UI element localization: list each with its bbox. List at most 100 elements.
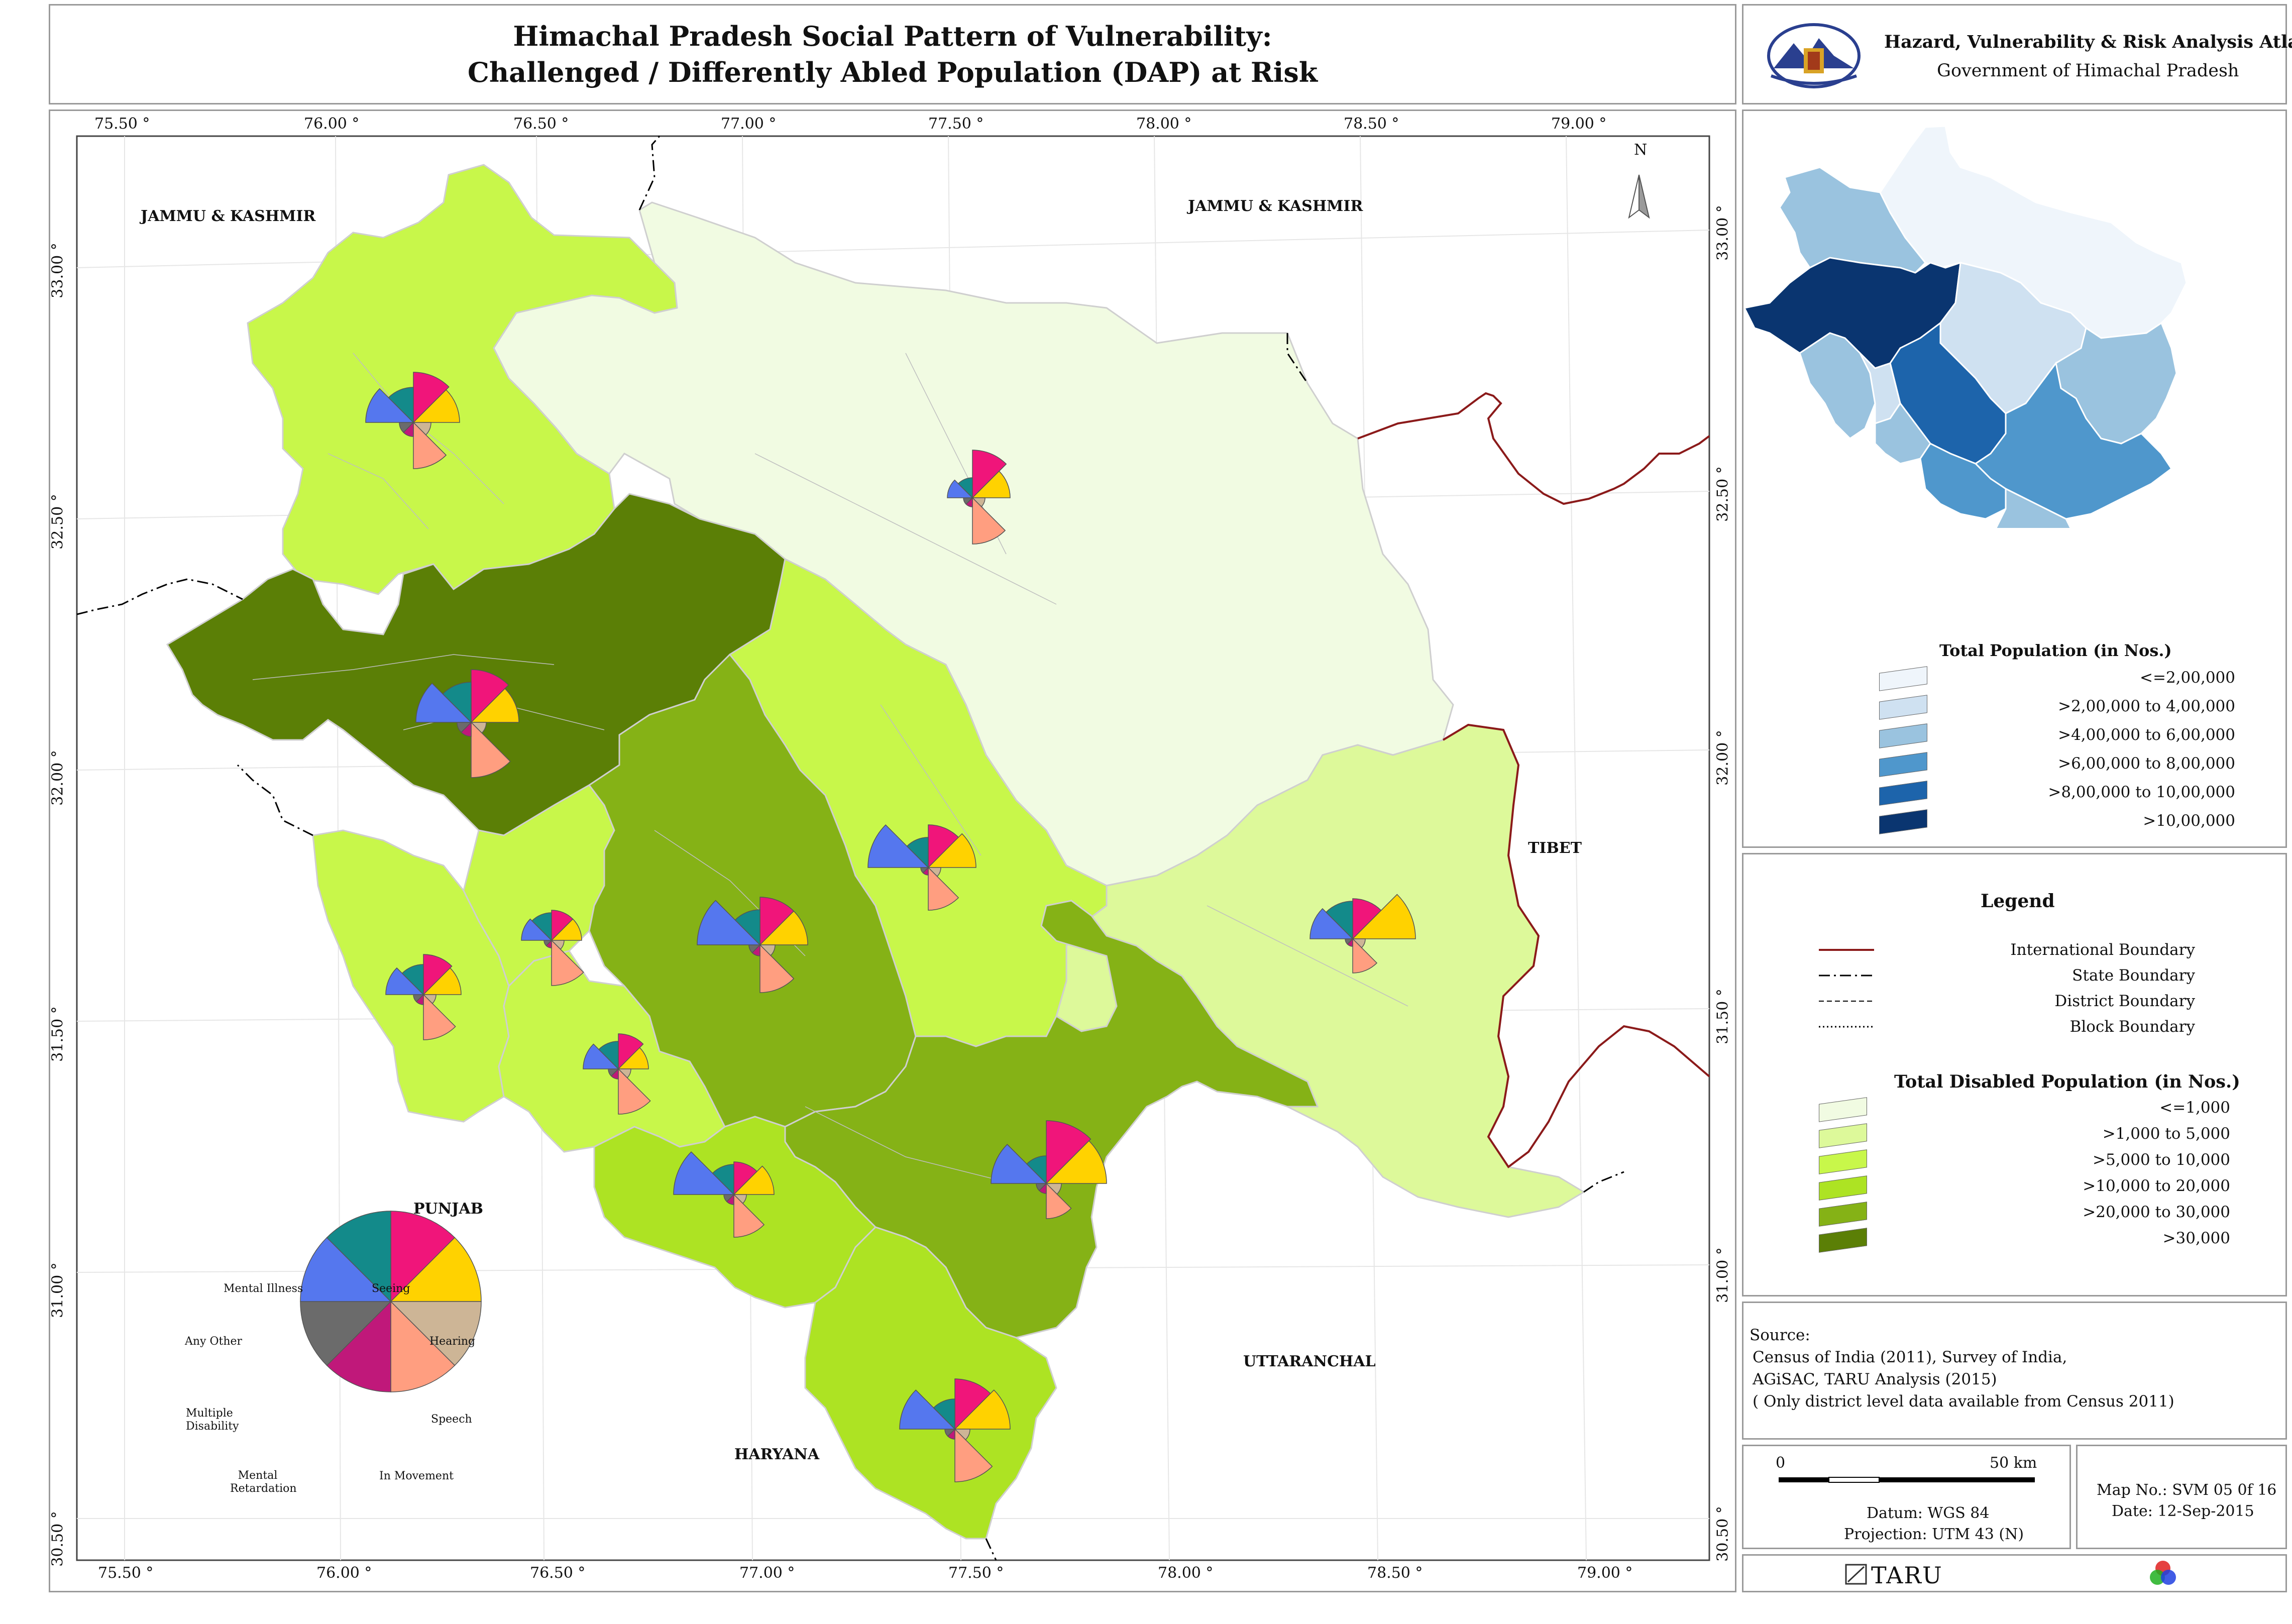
- disabled-legend-swatch-2: [1819, 1123, 1867, 1148]
- top-tick-3: 76.50 °: [513, 115, 569, 133]
- map-date: Date: 12-Sep-2015: [2112, 1502, 2254, 1520]
- international-boundary: [1357, 392, 1710, 1168]
- source-line-1: Census of India (2011), Survey of India,: [1753, 1348, 2067, 1366]
- inset-legend-swatch-4: [1879, 752, 1927, 777]
- source-line-3: ( Only district level data available fro…: [1753, 1392, 2174, 1411]
- bottom-tick-2: 76.00 °: [316, 1564, 372, 1582]
- disabled-legend-label-2: >1,000 to 5,000: [2102, 1125, 2230, 1143]
- pie-key-label-movement: In Movement: [379, 1470, 454, 1482]
- north-arrow-label: N: [1634, 141, 1648, 159]
- rgb-circles-logo-icon: [2150, 1561, 2176, 1585]
- legend-international-boundary: International Boundary: [2010, 941, 2195, 959]
- legend-panel: Legend International Boundary State Boun…: [1742, 853, 2287, 1296]
- label-haryana: HARYANA: [734, 1446, 820, 1463]
- himachal-emblem-icon: [1767, 23, 1861, 88]
- logo-footer: TARU: [1742, 1554, 2287, 1592]
- main-map[interactable]: 75.50 ° 76.00 ° 76.50 ° 77.00 ° 77.50 ° …: [49, 110, 1736, 1592]
- bottom-tick-6: 78.00 °: [1158, 1564, 1214, 1582]
- inset-legend-swatch-6: [1879, 809, 1927, 834]
- inset-legend-swatch-5: [1879, 781, 1927, 806]
- pie-key-label-multiple: Multiple Disability: [186, 1407, 239, 1433]
- inset-legend-label-1: <=2,00,000: [2140, 669, 2235, 687]
- inset-map-panel: Total Population (in Nos.) <=2,00,000 >2…: [1742, 110, 2287, 848]
- right-tick-3: 32.00 °: [1714, 730, 1732, 786]
- legend-state-boundary: State Boundary: [2072, 966, 2195, 985]
- bottom-tick-7: 78.50 °: [1367, 1564, 1423, 1582]
- top-tick-2: 76.00 °: [304, 115, 360, 133]
- disabled-legend-label-3: >5,000 to 10,000: [2092, 1151, 2230, 1169]
- pie-key-label-mental-illness: Mental Illness: [224, 1282, 303, 1295]
- source-heading: Source:: [1750, 1326, 1810, 1344]
- inset-legend-label-4: >6,00,000 to 8,00,000: [2058, 754, 2235, 773]
- disabled-legend-title: Total Disabled Population (in Nos.): [1894, 1071, 2240, 1092]
- map-info-panel: Map No.: SVM 05 0f 16 Date: 12-Sep-2015: [2076, 1445, 2287, 1549]
- datum-text: Datum: WGS 84: [1867, 1504, 1990, 1522]
- disabled-legend-swatch-4: [1819, 1175, 1867, 1201]
- left-tick-3: 32.00 °: [49, 750, 67, 806]
- scale-max: 50 km: [1990, 1454, 2037, 1472]
- inset-district-sirmaur[interactable]: [1991, 487, 2076, 528]
- label-jammu-kashmir-north: JAMMU & KASHMIR: [1188, 197, 1363, 215]
- disabled-legend-swatch-5: [1819, 1202, 1867, 1227]
- right-tick-5: 31.00 °: [1714, 1247, 1732, 1303]
- inset-legend-swatch-1: [1879, 666, 1927, 691]
- map-title-line-2: Challenged / Differently Abled Populatio…: [467, 56, 1318, 88]
- pie-key-label-hearing: Hearing: [429, 1335, 476, 1348]
- atlas-subtitle: Government of Himachal Pradesh: [1937, 61, 2239, 81]
- bottom-tick-1: 75.50 °: [98, 1564, 154, 1582]
- bottom-tick-4: 77.00 °: [739, 1564, 795, 1582]
- top-tick-7: 78.50 °: [1344, 115, 1399, 133]
- top-tick-4: 77.00 °: [721, 115, 777, 133]
- pie-key-label-retardation: Mental Retardation: [230, 1469, 297, 1495]
- inset-map[interactable]: [1743, 111, 2286, 528]
- map-title-line-1: Himachal Pradesh Social Pattern of Vulne…: [513, 20, 1272, 52]
- source-line-2: AGiSAC, TARU Analysis (2015): [1753, 1370, 1997, 1388]
- legend-title: Legend: [1981, 891, 2055, 912]
- pie-key-label-any-other: Any Other: [185, 1335, 243, 1348]
- label-tibet: TIBET: [1528, 839, 1582, 857]
- right-tick-4: 31.50 °: [1714, 989, 1732, 1044]
- projection-text: Projection: UTM 43 (N): [1844, 1526, 2024, 1543]
- right-tick-1: 33.00 °: [1714, 205, 1732, 261]
- inset-legend-label-5: >8,00,000 to 10,00,000: [2048, 783, 2235, 801]
- map-number: Map No.: SVM 05 0f 16: [2097, 1481, 2277, 1499]
- pie-key-label-speech: Speech: [431, 1413, 472, 1426]
- disabled-legend-swatch-6: [1819, 1228, 1867, 1253]
- disabled-legend-swatch-3: [1819, 1149, 1867, 1174]
- left-tick-6: 30.50 °: [49, 1511, 67, 1567]
- inset-legend-label-6: >10,00,000: [2143, 812, 2235, 830]
- left-tick-4: 31.50 °: [49, 1006, 67, 1062]
- inset-legend-swatch-3: [1879, 723, 1927, 748]
- bottom-tick-3: 76.50 °: [530, 1564, 586, 1582]
- top-tick-5: 77.50 °: [928, 115, 984, 133]
- district-sirmaur[interactable]: [804, 1226, 1057, 1540]
- north-arrow-icon: [1628, 174, 1650, 219]
- main-map-canvas[interactable]: [50, 111, 1735, 1591]
- inset-legend-label-2: >2,00,000 to 4,00,000: [2058, 697, 2235, 715]
- legend-district-boundary: District Boundary: [2054, 992, 2195, 1010]
- label-uttaranchal: UTTARANCHAL: [1243, 1353, 1376, 1370]
- scale-bar: [1779, 1477, 2035, 1483]
- label-punjab: PUNJAB: [413, 1200, 483, 1218]
- disabled-legend-label-4: >10,000 to 20,000: [2083, 1177, 2230, 1195]
- bottom-tick-5: 77.50 °: [948, 1564, 1004, 1582]
- disabled-legend-label-5: >20,000 to 30,000: [2083, 1203, 2230, 1221]
- title-panel: Himachal Pradesh Social Pattern of Vulne…: [49, 4, 1736, 104]
- atlas-title: Hazard, Vulnerability & Risk Analysis At…: [1884, 32, 2292, 52]
- scale-panel: 0 50 km Datum: WGS 84 Projection: UTM 43…: [1742, 1445, 2071, 1549]
- left-tick-1: 33.00 °: [49, 243, 67, 298]
- left-tick-2: 32.50 °: [49, 494, 67, 550]
- taru-text: TARU: [1871, 1562, 1943, 1589]
- disabled-legend-swatch-1: [1819, 1097, 1867, 1122]
- legend-block-boundary: Block Boundary: [2069, 1018, 2195, 1036]
- bottom-tick-8: 79.00 °: [1577, 1564, 1633, 1582]
- disabled-legend-label-1: <=1,000: [2159, 1099, 2230, 1117]
- top-tick-6: 78.00 °: [1136, 115, 1192, 133]
- state-boundaries: [76, 136, 1624, 1561]
- taru-logo-icon: [1845, 1564, 1867, 1585]
- source-panel: Source: Census of India (2011), Survey o…: [1742, 1302, 2287, 1440]
- top-tick-1: 75.50 °: [94, 115, 150, 133]
- inset-legend-label-3: >4,00,000 to 6,00,000: [2058, 726, 2235, 744]
- right-tick-6: 30.50 °: [1714, 1506, 1732, 1562]
- inset-legend-swatch-2: [1879, 695, 1927, 720]
